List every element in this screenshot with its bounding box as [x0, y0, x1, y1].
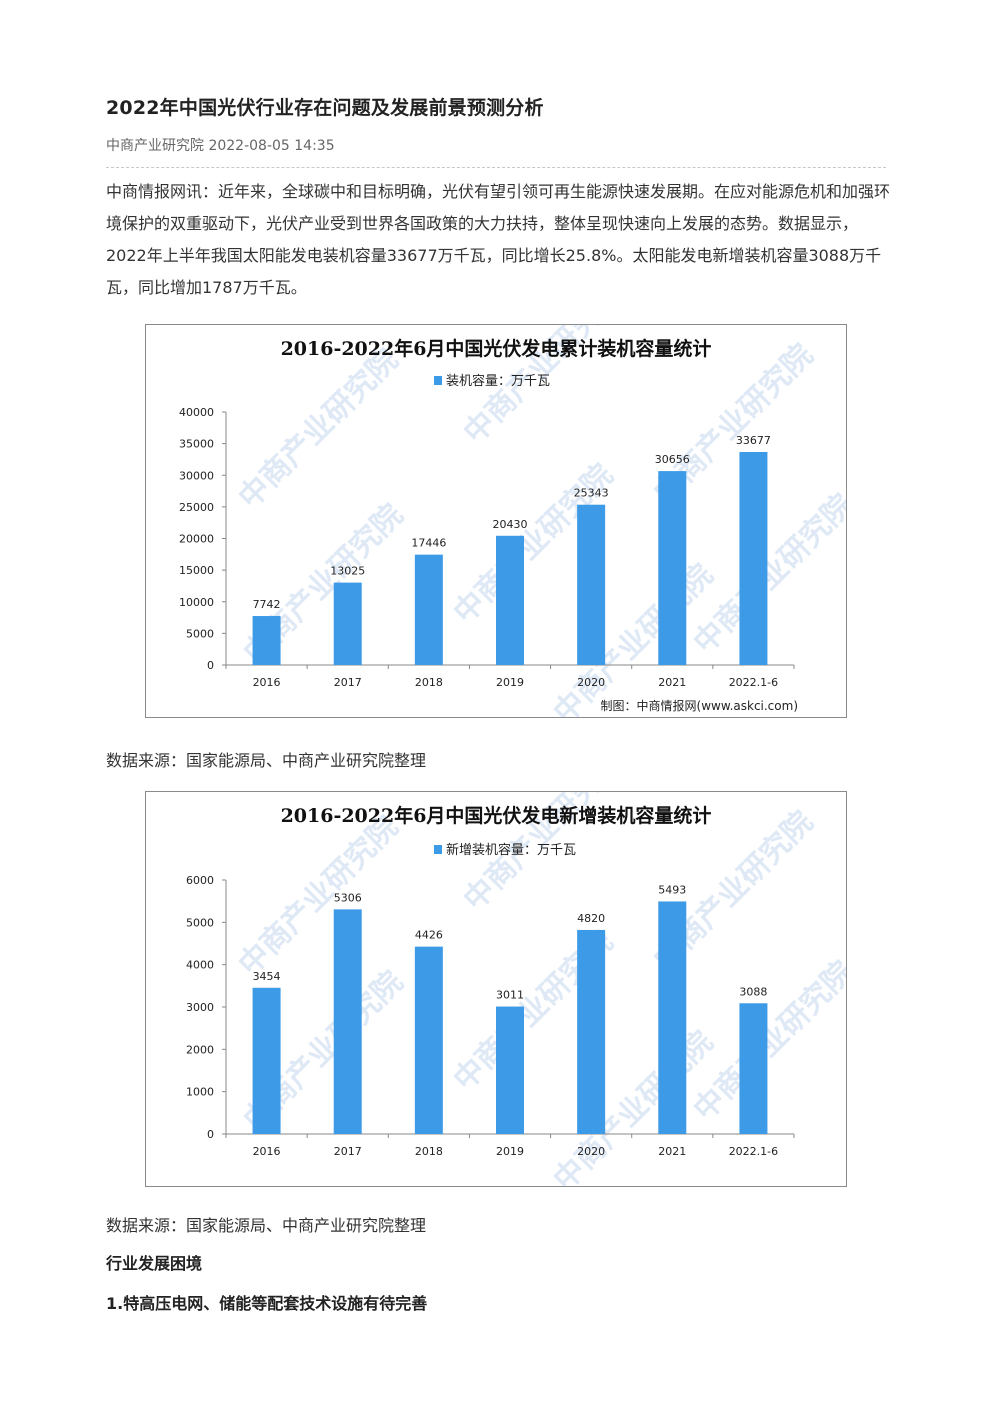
data-label: 5306 — [334, 891, 362, 904]
bar — [333, 582, 362, 665]
x-tick-label: 2022.1-6 — [729, 1145, 778, 1158]
x-tick-label: 2018 — [415, 1145, 443, 1158]
data-label: 3088 — [739, 985, 767, 998]
legend-label: 装机容量：万千瓦 — [446, 373, 550, 389]
bar — [577, 929, 606, 1134]
section-heading: 行业发展困境 — [106, 1254, 203, 1273]
x-tick-label: 2019 — [496, 676, 524, 689]
bar — [252, 616, 281, 665]
x-tick-label: 2016 — [253, 676, 281, 689]
bar — [739, 1003, 768, 1134]
data-label: 30656 — [655, 453, 690, 466]
x-tick-label: 2018 — [415, 676, 443, 689]
y-tick-label: 2000 — [186, 1043, 214, 1056]
chart-title: 2016-2022年6月中国光伏发电新增装机容量统计 — [281, 804, 712, 827]
y-tick-label: 15000 — [179, 564, 214, 577]
data-label: 20430 — [493, 518, 528, 531]
bar — [496, 535, 524, 665]
y-tick-label: 10000 — [179, 596, 214, 609]
data-label: 4820 — [577, 912, 605, 925]
legend: 新增装机容量：万千瓦 — [434, 842, 576, 858]
data-label: 4426 — [415, 929, 443, 942]
legend: 装机容量：万千瓦 — [434, 373, 550, 389]
chart-credit: 制图：中商情报网(www.askci.com) — [601, 698, 798, 713]
chart-title: 2016-2022年6月中国光伏发电累计装机容量统计 — [281, 337, 712, 360]
y-tick-label: 0 — [207, 659, 214, 672]
data-label: 33677 — [736, 434, 771, 447]
legend-label: 新增装机容量：万千瓦 — [446, 842, 576, 858]
x-tick-label: 2017 — [334, 1145, 362, 1158]
divider — [106, 167, 886, 168]
data-label: 13025 — [330, 565, 365, 578]
x-tick-label: 2016 — [253, 1145, 281, 1158]
chart-cumulative-capacity: 中商产业研究院 中商产业研究院 中商产业研究院 中商产业研究院 中商产业研究院 中商产业研… — [145, 324, 847, 718]
y-tick-label: 3000 — [186, 1001, 214, 1014]
y-tick-label: 5000 — [186, 627, 214, 640]
watermark-text: 中商产业研究院 — [232, 342, 405, 515]
x-tick-label: 2020 — [577, 1145, 605, 1158]
data-label: 5493 — [658, 883, 686, 896]
bar — [252, 987, 281, 1134]
data-label: 7742 — [253, 598, 281, 611]
x-tick-label: 2022.1-6 — [729, 676, 778, 689]
y-tick-label: 35000 — [179, 438, 214, 451]
x-tick-label: 2020 — [577, 676, 605, 689]
bar — [414, 946, 443, 1134]
article-title: 2022年中国光伏行业存在问题及发展前景预测分析 — [106, 97, 544, 119]
x-tick-label: 2017 — [334, 676, 362, 689]
data-label: 17446 — [411, 537, 446, 550]
sub-heading: 1.特高压电网、储能等配套技术设施有待完善 — [106, 1294, 428, 1313]
x-tick-label: 2021 — [658, 1145, 686, 1158]
data-label: 3454 — [253, 970, 281, 983]
chart-new-capacity: 中商产业研究院 中商产业研究院 中商产业研究院 中商产业研究院 中商产业研究院 中商产业研… — [145, 791, 847, 1187]
y-tick-label: 25000 — [179, 501, 214, 514]
bar — [739, 451, 768, 665]
y-tick-label: 5000 — [186, 916, 214, 929]
bar — [658, 901, 687, 1134]
bar — [333, 909, 362, 1134]
bar — [658, 471, 687, 665]
intro-paragraph: 中商情报网讯：近年来，全球碳中和目标明确，光伏有望引领可再生能源快速发展期。在应… — [106, 182, 891, 297]
data-label: 25343 — [574, 487, 609, 500]
data-label: 3011 — [496, 989, 524, 1002]
y-tick-label: 4000 — [186, 959, 214, 972]
bar — [496, 1006, 524, 1134]
x-tick-label: 2019 — [496, 1145, 524, 1158]
bar — [577, 504, 606, 665]
legend-swatch — [434, 376, 442, 385]
article-meta: 中商产业研究院 2022-08-05 14:35 — [106, 138, 335, 154]
y-tick-label: 6000 — [186, 874, 214, 887]
y-tick-label: 40000 — [179, 406, 214, 419]
bar — [414, 554, 443, 665]
legend-swatch — [434, 845, 442, 854]
x-tick-label: 2021 — [658, 676, 686, 689]
data-source-2: 数据来源：国家能源局、中商产业研究院整理 — [106, 1216, 427, 1235]
y-tick-label: 0 — [207, 1128, 214, 1141]
data-source-1: 数据来源：国家能源局、中商产业研究院整理 — [106, 751, 427, 770]
y-tick-label: 30000 — [179, 469, 214, 482]
y-tick-label: 20000 — [179, 533, 214, 546]
y-tick-label: 1000 — [186, 1086, 214, 1099]
watermark-text: 中商产业研究院 — [232, 809, 405, 982]
